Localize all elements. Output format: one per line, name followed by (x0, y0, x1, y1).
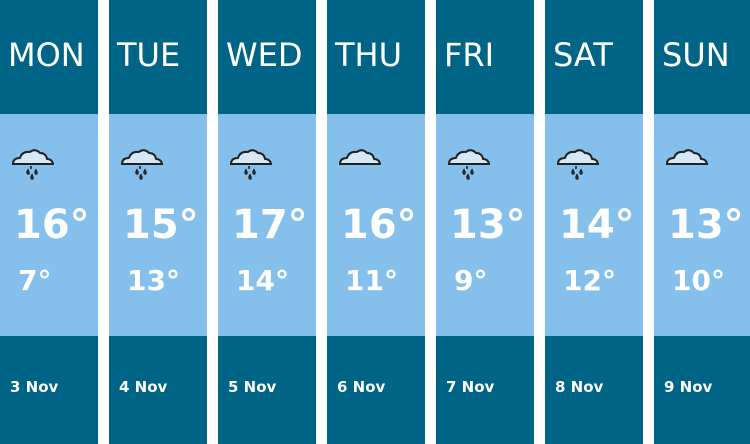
day-footer: 7 Nov (436, 336, 534, 444)
day-column-sat: SAT 14° 12° 8 Nov (545, 0, 643, 444)
day-header: WED (218, 0, 316, 114)
day-footer: 6 Nov (327, 336, 425, 444)
day-header: THU (327, 0, 425, 114)
day-footer: 4 Nov (109, 336, 207, 444)
day-header: SUN (654, 0, 750, 114)
day-footer: 8 Nov (545, 336, 643, 444)
high-temp: 17° (232, 202, 308, 248)
low-temp: 10° (672, 264, 725, 297)
high-temp: 14° (559, 202, 635, 248)
date: 3 Nov (10, 378, 59, 396)
day-name: WED (226, 36, 303, 74)
day-weather: 15° 13° (109, 114, 207, 336)
high-temp: 16° (14, 202, 90, 248)
day-header: TUE (109, 0, 207, 114)
day-column-mon: MON 16° 7° 3 Nov (0, 0, 98, 444)
low-temp: 12° (563, 264, 616, 297)
date: 8 Nov (555, 378, 604, 396)
day-weather: 13° 10° (654, 114, 750, 336)
day-footer: 9 Nov (654, 336, 750, 444)
day-header: MON (0, 0, 98, 114)
rain-cloud-icon (230, 149, 272, 180)
day-name: MON (8, 36, 85, 74)
day-column-thu: THU 16° 11° 6 Nov (327, 0, 425, 444)
high-temp: 13° (668, 202, 744, 248)
day-name: SAT (553, 36, 613, 74)
day-column-sun: SUN 13° 10° 9 Nov (654, 0, 750, 444)
date: 7 Nov (446, 378, 495, 396)
date: 5 Nov (228, 378, 277, 396)
high-temp: 13° (450, 202, 526, 248)
low-temp: 13° (127, 264, 180, 297)
day-weather: 17° 14° (218, 114, 316, 336)
high-temp: 16° (341, 202, 417, 248)
day-weather: 14° 12° (545, 114, 643, 336)
day-footer: 3 Nov (0, 336, 98, 444)
low-temp: 14° (236, 264, 289, 297)
day-name: FRI (444, 36, 495, 74)
day-weather: 16° 11° (327, 114, 425, 336)
date: 9 Nov (664, 378, 713, 396)
cloud-icon (339, 149, 381, 165)
day-column-tue: TUE 15° 13° 4 Nov (109, 0, 207, 444)
day-name: SUN (662, 36, 730, 74)
day-name: TUE (117, 36, 181, 74)
cloud-icon (666, 149, 708, 165)
day-footer: 5 Nov (218, 336, 316, 444)
day-header: SAT (545, 0, 643, 114)
date: 4 Nov (119, 378, 168, 396)
day-column-wed: WED 17° 14° 5 Nov (218, 0, 316, 444)
rain-cloud-icon (448, 149, 490, 180)
low-temp: 7° (18, 264, 52, 297)
low-temp: 11° (345, 264, 398, 297)
day-column-fri: FRI 13° 9° 7 Nov (436, 0, 534, 444)
day-name: THU (335, 36, 403, 74)
rain-cloud-icon (557, 149, 599, 180)
high-temp: 15° (123, 202, 199, 248)
day-header: FRI (436, 0, 534, 114)
date: 6 Nov (337, 378, 386, 396)
day-weather: 16° 7° (0, 114, 98, 336)
rain-cloud-icon (121, 149, 163, 180)
day-weather: 13° 9° (436, 114, 534, 336)
low-temp: 9° (454, 264, 488, 297)
rain-cloud-icon (12, 149, 54, 180)
